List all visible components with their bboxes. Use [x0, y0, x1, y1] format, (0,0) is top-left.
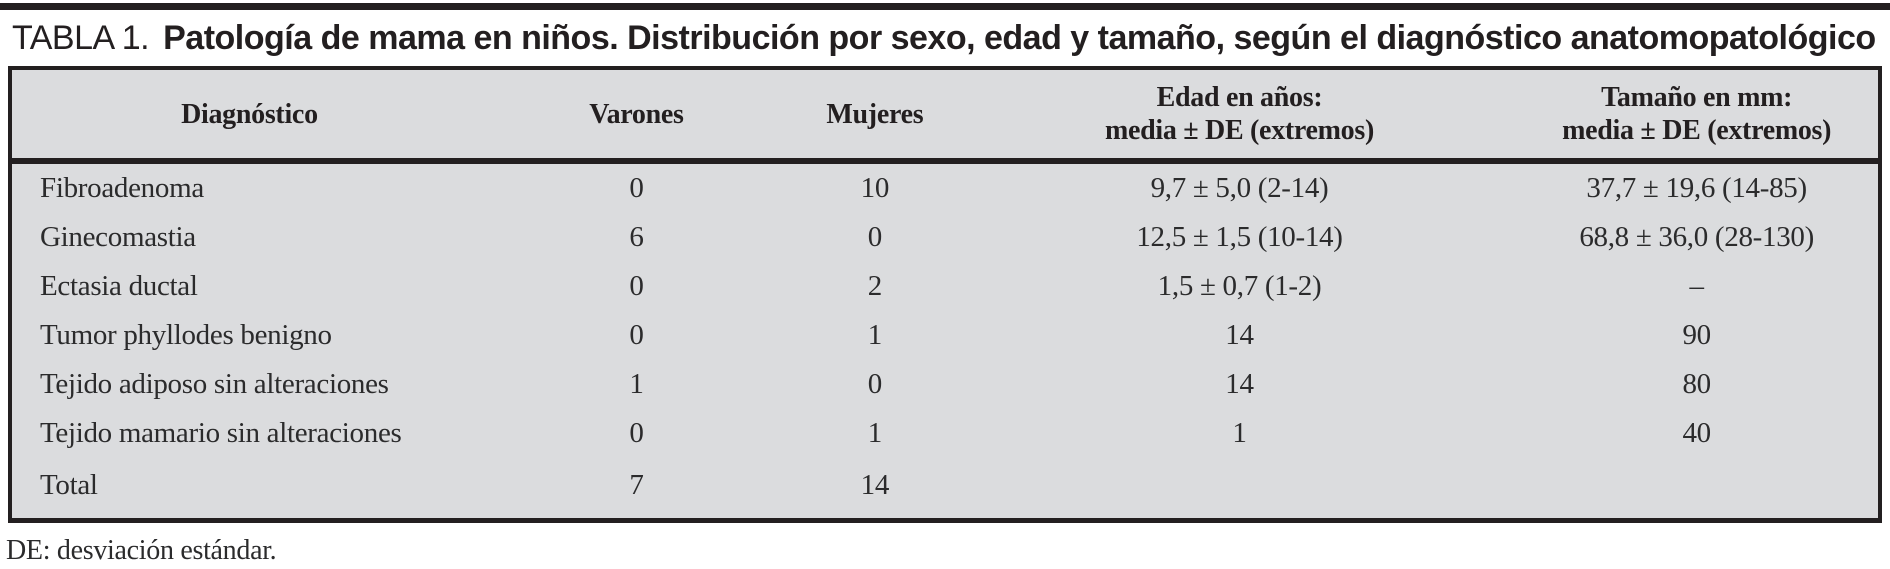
cell-varones: 0 — [629, 270, 644, 302]
col-header-line1: Diagnóstico — [181, 98, 318, 130]
col-header-line1: Edad en años: — [1156, 82, 1323, 113]
cell-mujeres: 14 — [860, 468, 890, 501]
table-row: Ginecomastia 6 0 12,5 ± 1,5 (10-14) 68,8… — [10, 213, 1880, 262]
cell-edad: 1,5 ± 0,7 (1-2) — [1157, 270, 1322, 302]
cell-edad: 9,7 ± 5,0 (2-14) — [1150, 172, 1329, 204]
pathology-table: Diagnóstico Varones Mujeres Edad en años… — [8, 66, 1882, 523]
cell-diagnostico: Ginecomastia — [40, 221, 196, 253]
table-title-text: Patología de mama en niños. Distribución… — [163, 19, 1876, 57]
cell-mujeres: 10 — [860, 172, 890, 204]
cell-mujeres: 1 — [867, 319, 883, 351]
col-header-line1: Tamaño en mm: — [1601, 82, 1793, 113]
table-number-label: TABLA 1. — [12, 19, 150, 57]
col-header-line1: Varones — [589, 98, 684, 130]
col-header-tamano: Tamaño en mm: media ± DE (extremos) — [1515, 68, 1880, 164]
header-row: Diagnóstico Varones Mujeres Edad en años… — [10, 68, 1880, 164]
table-row: Tumor phyllodes benigno 0 1 14 90 — [10, 311, 1880, 360]
col-header-line1: Mujeres — [826, 98, 924, 130]
cell-mujeres: 0 — [867, 221, 883, 253]
top-rule — [0, 3, 1890, 10]
cell-tamano: 68,8 ± 36,0 (28-130) — [1579, 221, 1814, 253]
table-row: Tejido mamario sin alteraciones 0 1 1 40 — [10, 409, 1880, 458]
cell-tamano: 37,7 ± 19,6 (14-85) — [1586, 172, 1807, 204]
cell-varones: 1 — [629, 368, 644, 400]
cell-tamano: – — [1689, 270, 1705, 302]
col-header-diagnostico: Diagnóstico — [10, 68, 487, 164]
cell-varones: 6 — [629, 221, 644, 253]
cell-mujeres: 2 — [867, 270, 883, 302]
cell-edad: 1 — [1232, 417, 1247, 449]
cell-edad: 12,5 ± 1,5 (10-14) — [1136, 221, 1343, 253]
cell-diagnostico: Tumor phyllodes benigno — [40, 319, 332, 351]
cell-varones: 0 — [629, 417, 644, 449]
cell-varones: 0 — [629, 172, 644, 204]
cell-tamano — [1515, 458, 1880, 521]
table-body: Fibroadenoma 0 10 9,7 ± 5,0 (2-14) 37,7 … — [10, 161, 1880, 521]
cell-varones: 0 — [629, 319, 644, 351]
cell-diagnostico: Tejido mamario sin alteraciones — [40, 417, 402, 449]
col-header-edad: Edad en años: media ± DE (extremos) — [963, 68, 1516, 164]
table-row: Tejido adiposo sin alteraciones 1 0 14 8… — [10, 360, 1880, 409]
col-header-varones: Varones — [486, 68, 787, 164]
col-header-line2: media ± DE (extremos) — [1104, 115, 1375, 146]
cell-mujeres: 1 — [867, 417, 883, 449]
cell-tamano: 40 — [1682, 417, 1711, 449]
cell-diagnostico: Total — [40, 468, 98, 501]
cell-diagnostico: Ectasia ductal — [40, 270, 198, 302]
table-title: TABLA 1. Patología de mama en niños. Dist… — [0, 10, 1890, 66]
cell-edad: 14 — [1225, 319, 1254, 351]
table-row: Fibroadenoma 0 10 9,7 ± 5,0 (2-14) 37,7 … — [10, 161, 1880, 213]
cell-varones: 7 — [629, 468, 644, 501]
cell-diagnostico: Fibroadenoma — [40, 172, 204, 204]
cell-edad: 14 — [1225, 368, 1254, 400]
footnote: DE: desviación estándar. — [6, 535, 277, 566]
col-header-line2: media ± DE (extremos) — [1562, 115, 1832, 146]
cell-diagnostico: Tejido adiposo sin alteraciones — [40, 368, 389, 400]
cell-tamano: 80 — [1682, 368, 1711, 400]
table-header: Diagnóstico Varones Mujeres Edad en años… — [10, 68, 1880, 164]
cell-edad — [964, 458, 1516, 521]
col-header-mujeres: Mujeres — [786, 68, 964, 164]
cell-tamano: 90 — [1682, 319, 1711, 351]
cell-mujeres: 0 — [867, 368, 883, 400]
table-row-total: Total 7 14 — [10, 458, 1880, 521]
table-row: Ectasia ductal 0 2 1,5 ± 0,7 (1-2) – — [10, 262, 1880, 311]
